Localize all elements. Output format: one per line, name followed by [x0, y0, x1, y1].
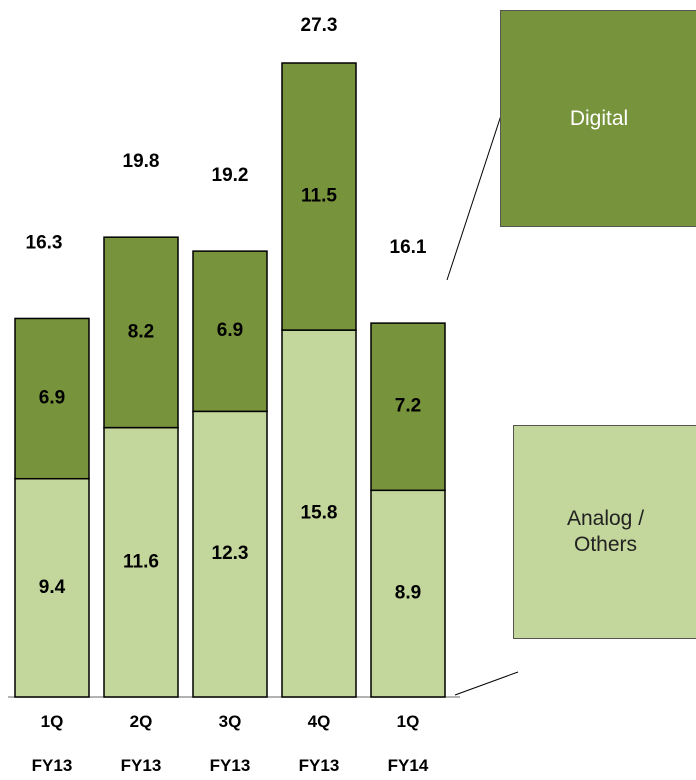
- bar-segment: [14, 477, 90, 698]
- bar-segment: [281, 329, 357, 698]
- bar-segment: [14, 317, 90, 480]
- segment-label: 8.9: [395, 583, 421, 604]
- total-label: 27.3: [301, 15, 338, 36]
- total-label: 19.2: [212, 165, 249, 186]
- segment-label: 11.6: [123, 551, 159, 572]
- bar-segment: [192, 250, 268, 413]
- total-label: 16.3: [26, 232, 63, 253]
- segment-label: 6.9: [217, 320, 243, 341]
- segment-label: 11.5: [301, 186, 337, 207]
- bar-segment: [103, 236, 179, 429]
- segment-label: 6.9: [39, 388, 65, 409]
- bar-segment: [281, 62, 357, 331]
- bar-segment: [370, 322, 446, 492]
- segment-label: 12.3: [212, 543, 249, 564]
- callout-line: [446, 87, 511, 281]
- segment-label: 8.2: [128, 321, 154, 342]
- legend-analog: Analog / Others: [513, 425, 696, 639]
- segment-label: 9.4: [39, 577, 66, 598]
- total-label: 16.1: [390, 237, 427, 258]
- legend-digital: Digital: [500, 10, 696, 227]
- bar-segment: [103, 426, 179, 698]
- segment-label: 7.2: [395, 396, 421, 417]
- total-label: 19.8: [123, 151, 160, 172]
- callout-line: [454, 671, 519, 696]
- x-tick-label: 1Q FY13: [31, 712, 73, 775]
- x-tick-label: 4Q FY13: [298, 712, 340, 775]
- x-tick-label: 3Q FY13: [209, 712, 251, 775]
- segment-label: 15.8: [301, 503, 338, 524]
- x-tick-label: 2Q FY13: [120, 712, 162, 775]
- bar-segment: [192, 410, 268, 698]
- bar-segment: [370, 489, 446, 698]
- x-tick-label: 1Q FY14: [387, 712, 429, 775]
